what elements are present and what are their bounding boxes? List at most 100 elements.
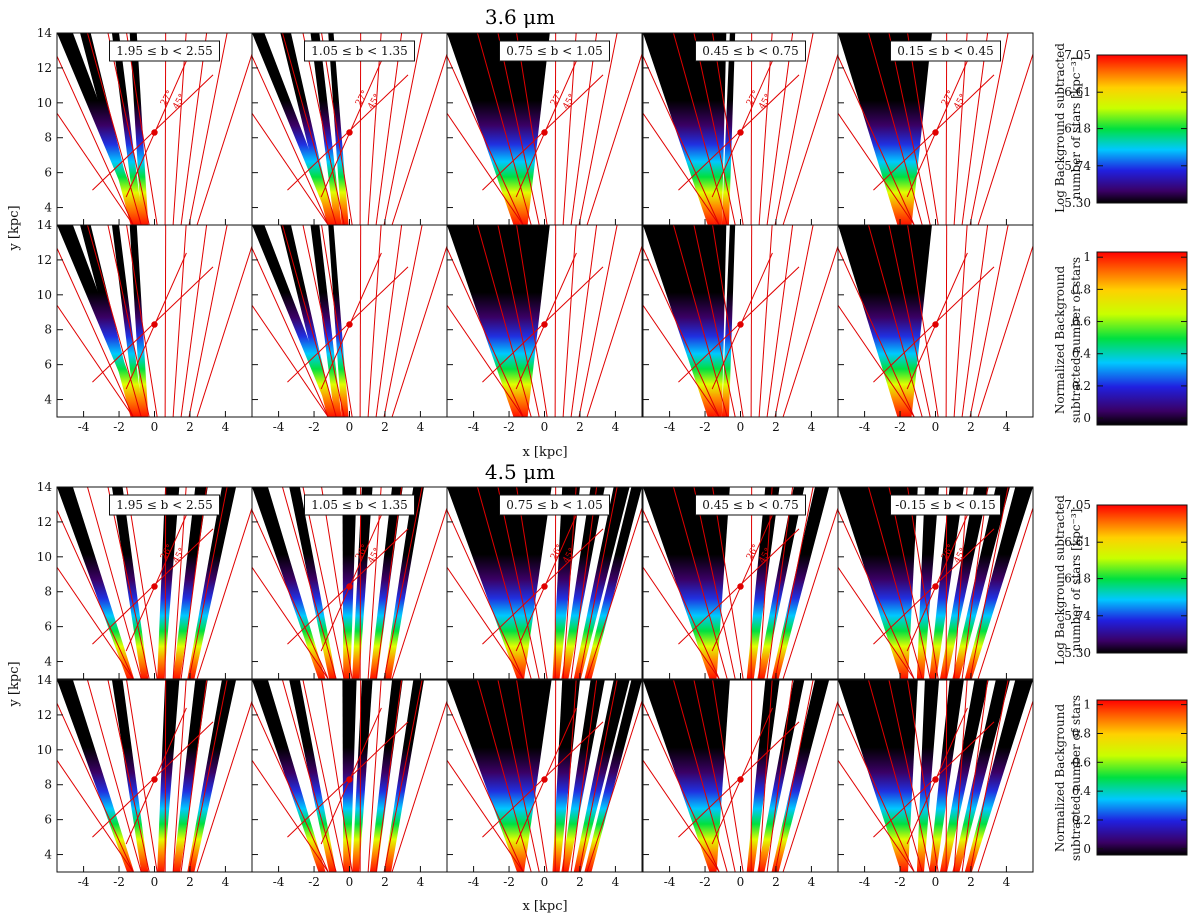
sun-marker	[932, 129, 939, 136]
y-tick-label: 4	[44, 655, 52, 669]
sight-line	[57, 567, 134, 679]
sight-line	[196, 506, 252, 679]
sight-line	[57, 701, 134, 872]
sight-line	[643, 760, 720, 872]
y-tick-label: 4	[44, 201, 52, 215]
sight-line	[321, 33, 353, 225]
y-tick-label: 4	[44, 393, 52, 407]
x-tick-label: 0	[346, 420, 354, 434]
sight-line	[969, 225, 1009, 417]
sun-marker	[541, 321, 548, 328]
sight-line	[554, 487, 557, 679]
sight-line	[302, 680, 345, 872]
sight-line	[945, 33, 948, 225]
block-title-3-6um: 3.6 μm	[485, 5, 555, 29]
colorbar-gradient	[1096, 699, 1188, 856]
sight-line	[838, 701, 915, 872]
sight-line	[252, 508, 329, 679]
y-tick-label: 8	[44, 323, 52, 337]
sight-line	[693, 33, 736, 225]
colorbar-tick-label: 6.61	[1064, 85, 1091, 99]
density-wedge	[173, 487, 208, 679]
sun-marker	[346, 129, 353, 136]
sun-marker	[151, 129, 158, 136]
sight-line	[945, 680, 948, 872]
x-axis-label-top: x [kpc]	[522, 445, 567, 460]
sight-line	[447, 305, 524, 417]
x-tick-label: 2	[381, 420, 389, 434]
sight-line	[570, 487, 598, 679]
density-wedge	[352, 487, 373, 679]
sight-line	[447, 567, 524, 679]
sight-line	[888, 680, 931, 872]
x-tick-label: -4	[468, 420, 480, 434]
density-wedge	[916, 680, 940, 872]
sight-line	[383, 680, 423, 872]
colorbar-gradient	[1096, 504, 1188, 654]
sight-line	[126, 225, 158, 417]
sight-line	[673, 680, 728, 872]
sight-line	[447, 508, 524, 679]
sight-line	[383, 33, 423, 225]
colorbar-tick-label: 0	[1083, 842, 1091, 856]
panel-background	[252, 225, 447, 417]
sight-line	[888, 33, 931, 225]
x-tick-label: 2	[967, 420, 975, 434]
x-tick-label: -4	[664, 420, 676, 434]
density-wedge	[964, 680, 1033, 872]
sight-line	[907, 487, 939, 679]
sight-line	[447, 113, 524, 225]
density-wedge	[746, 487, 780, 679]
sight-line	[87, 680, 142, 872]
sight-line	[961, 680, 989, 872]
y-tick-label: 4	[44, 848, 52, 862]
bar-axis-line	[711, 60, 773, 198]
density-wedge	[643, 33, 715, 225]
bin-label-box	[499, 40, 610, 62]
sight-line	[586, 52, 642, 225]
x-tick-label: 4	[808, 875, 816, 889]
x-tick-label: 4	[1003, 875, 1011, 889]
sight-line	[57, 113, 134, 225]
sun-marker	[346, 776, 353, 783]
x-tick-label: 2	[576, 875, 584, 889]
colorbar-tick-label: 5.30	[1064, 646, 1091, 660]
sight-line	[87, 33, 142, 225]
colorbar-tick-label: 5.30	[1064, 196, 1091, 210]
y-tick-label: 10	[37, 743, 52, 757]
x-tick-label: -4	[859, 875, 871, 889]
colorbar-tick-label: 1	[1083, 698, 1091, 712]
sight-line	[961, 225, 989, 417]
bar-axis-line	[515, 707, 577, 845]
colorbar-tick-label: 0.6	[1072, 755, 1091, 769]
sight-line	[977, 506, 1033, 679]
sight-line	[643, 113, 720, 225]
sight-line	[693, 225, 736, 417]
sight-line	[252, 305, 329, 417]
bin-label: 0.75 ≤ b < 1.05	[506, 498, 603, 512]
sun-marker	[541, 776, 548, 783]
sight-line	[868, 487, 923, 679]
sight-line	[868, 33, 923, 225]
sight-line	[516, 33, 548, 225]
panel-1-norm-2: -4 -2 0 2 4	[251, 679, 448, 889]
sight-line	[302, 487, 345, 679]
sight-line	[252, 567, 329, 679]
sight-line	[164, 33, 167, 225]
sight-line	[758, 33, 773, 225]
bin-label: 0.15 ≤ b < 0.45	[897, 44, 994, 58]
density-wedge	[187, 487, 237, 679]
density-wedge	[573, 680, 630, 872]
sight-line	[953, 487, 968, 679]
bar-axis-line	[906, 60, 968, 198]
bin-label: 1.95 ≤ b < 2.55	[116, 498, 213, 512]
sight-line	[945, 487, 948, 679]
sight-line	[750, 487, 753, 679]
sun-marker	[932, 583, 939, 590]
sun-marker	[541, 129, 548, 136]
sight-line	[953, 680, 968, 872]
